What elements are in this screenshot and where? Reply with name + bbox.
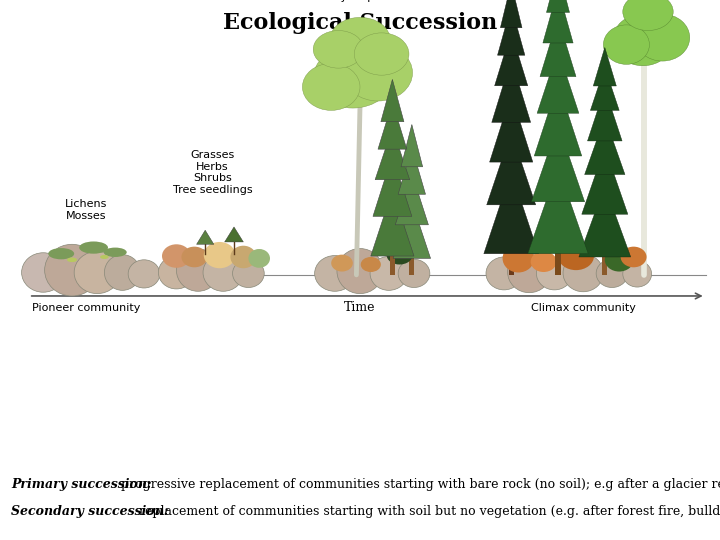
- Ellipse shape: [74, 251, 120, 294]
- Ellipse shape: [162, 244, 191, 268]
- Ellipse shape: [623, 261, 652, 287]
- Ellipse shape: [563, 254, 603, 292]
- Text: progressive replacement of communities starting with bare rock (no soil); e.g af: progressive replacement of communities s…: [117, 478, 720, 491]
- Text: Ecological Succession: Ecological Succession: [223, 12, 497, 33]
- Ellipse shape: [621, 247, 647, 267]
- Polygon shape: [537, 50, 579, 113]
- Ellipse shape: [204, 242, 235, 268]
- Text: Lichens
Mosses: Lichens Mosses: [66, 199, 107, 221]
- Ellipse shape: [313, 47, 392, 108]
- Ellipse shape: [503, 244, 534, 273]
- Text: Climax community: Climax community: [531, 303, 636, 313]
- Ellipse shape: [67, 258, 77, 262]
- Polygon shape: [546, 0, 570, 12]
- Ellipse shape: [45, 244, 99, 296]
- Polygon shape: [395, 173, 428, 225]
- Ellipse shape: [330, 17, 390, 63]
- Text: Pioneer community: Pioneer community: [32, 303, 140, 313]
- Polygon shape: [582, 147, 628, 214]
- Polygon shape: [498, 6, 525, 55]
- Ellipse shape: [486, 257, 522, 290]
- Bar: [390, 251, 395, 275]
- Polygon shape: [484, 172, 539, 254]
- Ellipse shape: [354, 33, 409, 75]
- Ellipse shape: [48, 248, 74, 259]
- Bar: [602, 251, 607, 275]
- Polygon shape: [375, 128, 410, 180]
- Ellipse shape: [337, 248, 383, 294]
- Text: Time: Time: [344, 301, 376, 314]
- Polygon shape: [500, 0, 522, 28]
- Bar: [409, 254, 415, 275]
- Ellipse shape: [230, 246, 256, 268]
- Ellipse shape: [635, 14, 690, 61]
- Polygon shape: [495, 32, 528, 86]
- Polygon shape: [401, 125, 423, 167]
- Text: Secondary succession:: Secondary succession:: [11, 505, 168, 518]
- Ellipse shape: [343, 45, 413, 101]
- Ellipse shape: [22, 253, 65, 292]
- Polygon shape: [590, 67, 619, 110]
- Polygon shape: [585, 117, 625, 174]
- Ellipse shape: [181, 247, 207, 267]
- Polygon shape: [588, 89, 622, 141]
- Text: Primary succession:: Primary succession:: [11, 478, 151, 491]
- Ellipse shape: [158, 256, 194, 289]
- Ellipse shape: [508, 251, 551, 293]
- Polygon shape: [197, 230, 214, 244]
- Ellipse shape: [596, 259, 628, 287]
- Text: replacement of communities starting with soil but no vegetation (e.g. after fore: replacement of communities starting with…: [135, 505, 720, 518]
- Polygon shape: [490, 94, 533, 162]
- Ellipse shape: [536, 257, 572, 290]
- Ellipse shape: [248, 249, 270, 268]
- Ellipse shape: [398, 259, 430, 287]
- Ellipse shape: [128, 260, 160, 288]
- Ellipse shape: [315, 255, 355, 291]
- Polygon shape: [534, 83, 582, 156]
- Ellipse shape: [79, 241, 108, 254]
- Ellipse shape: [302, 63, 360, 110]
- Polygon shape: [492, 59, 531, 123]
- Ellipse shape: [176, 249, 220, 291]
- Polygon shape: [487, 132, 536, 205]
- Ellipse shape: [558, 242, 594, 270]
- Ellipse shape: [603, 25, 649, 64]
- Ellipse shape: [313, 31, 364, 68]
- Polygon shape: [373, 156, 412, 217]
- Ellipse shape: [104, 247, 127, 257]
- Ellipse shape: [104, 255, 140, 291]
- Polygon shape: [543, 0, 573, 43]
- Polygon shape: [398, 147, 426, 194]
- Polygon shape: [579, 186, 631, 257]
- Ellipse shape: [531, 251, 557, 272]
- Ellipse shape: [100, 255, 109, 259]
- Ellipse shape: [233, 259, 264, 287]
- Polygon shape: [381, 79, 404, 122]
- Ellipse shape: [203, 254, 243, 291]
- Polygon shape: [371, 190, 414, 256]
- Text: Grasses
Herbs
Shrubs
Tree seedlings: Grasses Herbs Shrubs Tree seedlings: [173, 150, 252, 195]
- Ellipse shape: [361, 257, 381, 272]
- Polygon shape: [528, 167, 588, 254]
- Ellipse shape: [387, 246, 413, 265]
- Polygon shape: [378, 102, 407, 149]
- Polygon shape: [593, 48, 616, 86]
- Ellipse shape: [623, 0, 673, 31]
- Polygon shape: [225, 227, 243, 242]
- Ellipse shape: [331, 255, 353, 272]
- Ellipse shape: [613, 14, 673, 66]
- Polygon shape: [540, 18, 576, 77]
- Ellipse shape: [605, 248, 634, 272]
- Bar: [508, 247, 514, 275]
- Ellipse shape: [370, 256, 408, 291]
- Bar: [556, 247, 560, 275]
- Polygon shape: [531, 124, 585, 202]
- Polygon shape: [393, 202, 431, 258]
- Text: Aspen
Black spruce
Jack pine: Aspen Black spruce Jack pine: [332, 0, 402, 2]
